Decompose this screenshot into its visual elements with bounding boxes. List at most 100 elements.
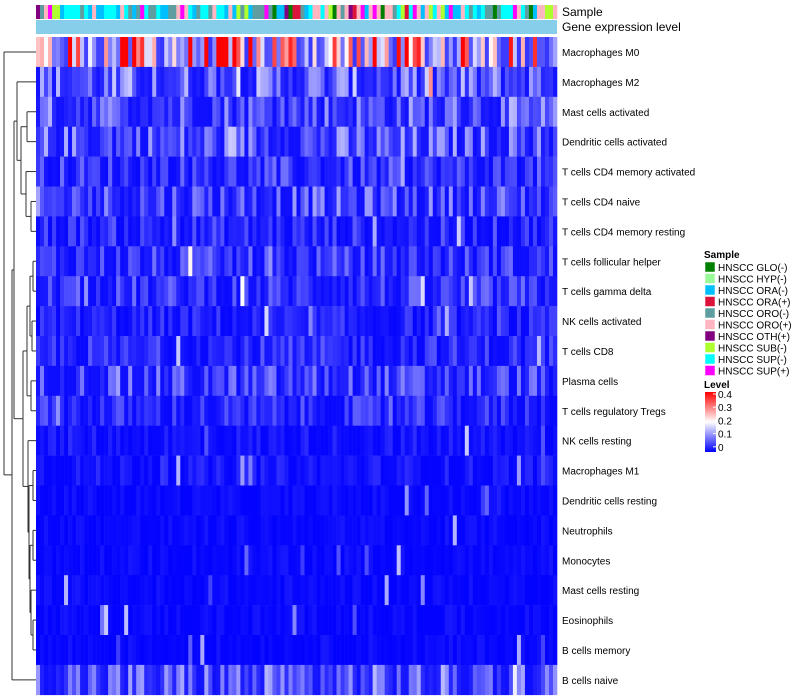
heatmap-cell [468,126,474,157]
heatmap-cell [316,425,321,456]
heatmap-cell [84,575,89,606]
heatmap-cell [500,365,506,397]
heatmap-cell [60,635,65,666]
heatmap-cell [320,515,325,546]
heatmap-cell [252,425,257,456]
heatmap-cell [64,425,69,456]
heatmap-cell [244,485,249,516]
heatmap-cell [400,365,406,397]
heatmap-cell [416,515,422,546]
heatmap-cell [180,306,185,337]
heatmap-cell [160,66,165,98]
heatmap-cell [200,66,205,98]
heatmap-cell [280,306,285,337]
heatmap-cell [60,156,65,187]
sample-annotation-cell [64,5,69,19]
heatmap-cell [156,664,161,696]
heatmap-cell [364,395,369,426]
heatmap-cell [484,126,490,157]
heatmap-cell [144,485,149,516]
heatmap-cell [80,545,85,576]
heatmap-cell [516,485,522,516]
heatmap-cell [280,635,285,666]
heatmap-cell [368,96,373,127]
heatmap-cell [72,485,77,516]
heatmap-cell [548,635,554,666]
heatmap-cell [76,336,81,367]
heatmap-cell [312,96,317,127]
heatmap-cell [288,186,293,217]
sample-annotation-cell [428,5,434,19]
heatmap-cell [380,96,385,127]
heatmap-cell [228,126,233,157]
heatmap-cell [224,455,229,486]
heatmap-cell [484,156,490,187]
heatmap-cell [520,635,526,666]
heatmap-cell [460,96,466,127]
heatmap-cell [52,156,57,187]
heatmap-cell [196,37,201,68]
heatmap-cell [300,306,305,337]
heatmap-cell [300,425,305,456]
heatmap-cell [480,545,486,576]
heatmap-cell [248,425,253,456]
heatmap-cell [416,126,422,157]
heatmap-cell [160,395,165,426]
heatmap-cell [308,485,313,516]
heatmap-cell [352,37,357,68]
heatmap-cell [136,186,141,217]
heatmap-cell [392,126,397,157]
heatmap-cell [332,216,337,247]
heatmap-cell [504,336,510,367]
heatmap-cell [68,575,73,606]
heatmap-cell [332,276,337,307]
heatmap-cell [116,365,121,397]
heatmap-cell [80,605,85,636]
heatmap-cell [296,664,301,696]
heatmap-cell [204,455,209,486]
heatmap-cell [60,246,65,277]
heatmap-cell [320,156,325,187]
heatmap-cell [252,186,257,217]
heatmap-cell [416,66,422,98]
heatmap-cell [136,575,141,606]
heatmap-cell [336,216,341,247]
heatmap-cell [400,306,406,337]
heatmap-cell [432,306,438,337]
sample-annotation-cell [256,5,261,19]
heatmap-cell [216,395,221,426]
heatmap-cell [480,455,486,486]
heatmap-cell [516,635,522,666]
heatmap-cell [208,515,213,546]
heatmap-cell [428,575,434,606]
heatmap-cell [544,276,550,307]
heatmap-cell [284,605,289,636]
heatmap-cell [308,455,313,486]
heatmap-cell [416,425,422,456]
heatmap-cell [156,635,161,666]
heatmap-cell [380,455,385,486]
heatmap-cell [288,425,293,456]
heatmap-cell [260,515,265,546]
heatmap-cell [156,246,161,277]
heatmap-cell [520,485,526,516]
heatmap-cell [248,545,253,576]
heatmap-cell [60,515,65,546]
heatmap-cell [296,126,301,157]
heatmap-cell [252,545,257,576]
heatmap-cell [244,395,249,426]
heatmap-cell [360,126,365,157]
heatmap-cell [532,455,538,486]
heatmap-cell [328,96,333,127]
heatmap-cell [264,37,269,68]
heatmap-cell [304,216,309,247]
heatmap-cell [260,156,265,187]
sample-annotation-cell [504,5,510,19]
heatmap-cell [504,515,510,546]
heatmap-cell [400,186,406,217]
heatmap-cell [384,336,389,367]
heatmap-cell [376,635,381,666]
heatmap-cell [440,96,446,127]
heatmap-cell [132,306,137,337]
heatmap-cell [188,515,193,546]
